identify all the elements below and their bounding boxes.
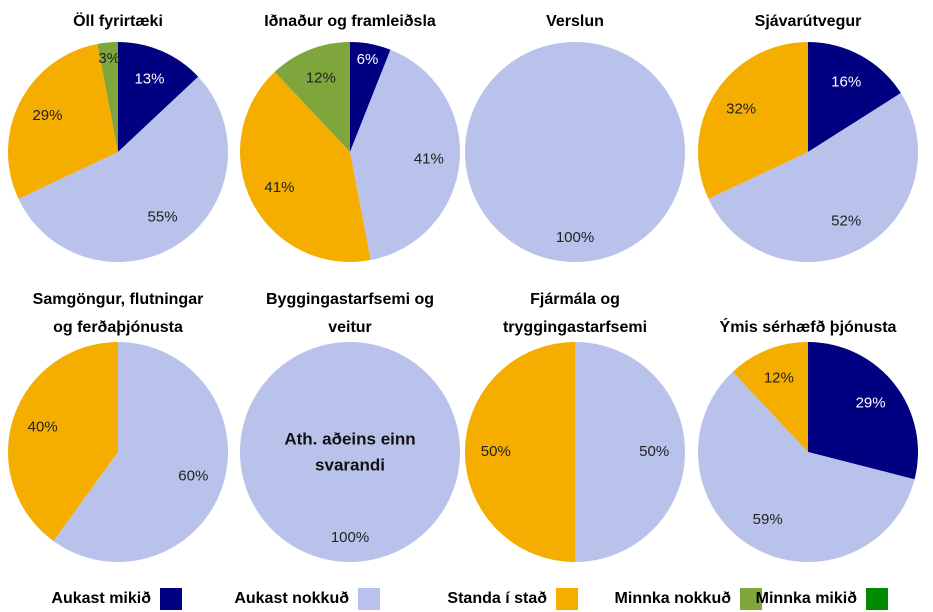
data-label: 41% (414, 150, 444, 167)
pie-slice (808, 42, 901, 152)
data-label-value: 52 (831, 212, 848, 229)
data-label: 40% (28, 418, 58, 435)
annotation: svarandi (315, 455, 385, 474)
data-label: 32% (726, 101, 756, 118)
chart-title: veitur (328, 319, 372, 336)
pie-slice (697, 371, 915, 562)
data-label-value: 60 (178, 467, 195, 484)
data-label-value: 55 (148, 208, 165, 225)
pie-slice (18, 76, 228, 262)
data-label-value: 50 (639, 443, 656, 460)
legend-swatch (160, 588, 182, 610)
legend-swatch (556, 588, 578, 610)
pie-slice (240, 342, 460, 562)
data-label-value: 6 (357, 51, 365, 68)
chart-title: Ýmis sérhæfð þjónusta (720, 317, 897, 336)
data-label-value: 100 (331, 529, 356, 546)
chart-title: Verslun (546, 13, 604, 30)
data-label: 60% (178, 467, 208, 484)
pie-slice (465, 42, 685, 262)
data-label-value: 40 (28, 418, 45, 435)
data-label: 50% (639, 443, 669, 460)
data-label: 12% (764, 369, 794, 386)
chart-title: Öll fyrirtæki (73, 11, 163, 30)
data-label: 41% (264, 179, 294, 196)
pie-slice (350, 42, 391, 152)
legend-label: Minnka mikið (756, 590, 858, 607)
pie-slice (698, 41, 808, 199)
data-label-value: 16 (831, 74, 848, 91)
legend-label: Aukast nokkuð (234, 590, 349, 607)
data-label-value: 100 (556, 229, 581, 246)
data-label-value: 12 (306, 69, 323, 86)
chart-title: tryggingastarfsemi (503, 319, 647, 336)
data-label-value: 59 (753, 511, 770, 528)
pie-slice (465, 342, 575, 562)
data-label: 50% (481, 443, 511, 460)
data-label-value: 32 (726, 101, 743, 118)
legend-swatch (866, 588, 888, 610)
pie-slice (7, 43, 119, 199)
pie-slice (53, 342, 228, 562)
data-label: 100% (331, 529, 369, 546)
pie-slice (274, 42, 350, 152)
pie-slice (7, 342, 119, 541)
pie-slice (808, 342, 918, 480)
legend-swatch (358, 588, 380, 610)
legend-label: Minnka nokkuð (615, 590, 732, 607)
data-label-value: 29 (856, 394, 873, 411)
data-label-value: 3 (98, 50, 106, 67)
data-label: 29% (856, 394, 886, 411)
annotation: Ath. aðeins einn (284, 429, 415, 448)
data-label: 55% (148, 208, 178, 225)
data-label-value: 29 (32, 107, 49, 124)
data-label: 3% (98, 50, 120, 67)
data-label-value: 50 (481, 443, 498, 460)
pie-slice (118, 42, 199, 152)
data-label-value: 41 (264, 179, 281, 196)
pie-slice (97, 42, 118, 152)
data-label-value: 13 (134, 70, 151, 87)
pie-slice (350, 49, 460, 261)
legend-swatch (740, 588, 762, 610)
data-label-value: 41 (414, 150, 431, 167)
pie-slice (575, 342, 685, 562)
legend-label: Standa í stað (447, 590, 547, 607)
chart-title: Byggingastarfsemi og (266, 291, 434, 308)
chart-title: Fjármála og (530, 291, 620, 308)
pie-slice (732, 342, 808, 452)
chart-title: og ferðaþjónusta (53, 319, 183, 336)
pie-slice (708, 93, 918, 262)
data-label: 12% (306, 69, 336, 86)
chart-title: Iðnaður og framleiðsla (264, 13, 436, 30)
pie-slice (240, 71, 371, 263)
data-label-value: 12 (764, 369, 781, 386)
data-label: 16% (831, 74, 861, 91)
data-label: 29% (32, 107, 62, 124)
data-label: 13% (134, 70, 164, 87)
chart-title: Sjávarútvegur (755, 13, 862, 30)
data-label: 52% (831, 212, 861, 229)
data-label: 6% (357, 51, 379, 68)
chart-title: Samgöngur, flutningar (33, 291, 204, 308)
legend-label: Aukast mikið (51, 590, 151, 607)
data-label: 100% (556, 229, 594, 246)
data-label: 59% (753, 511, 783, 528)
